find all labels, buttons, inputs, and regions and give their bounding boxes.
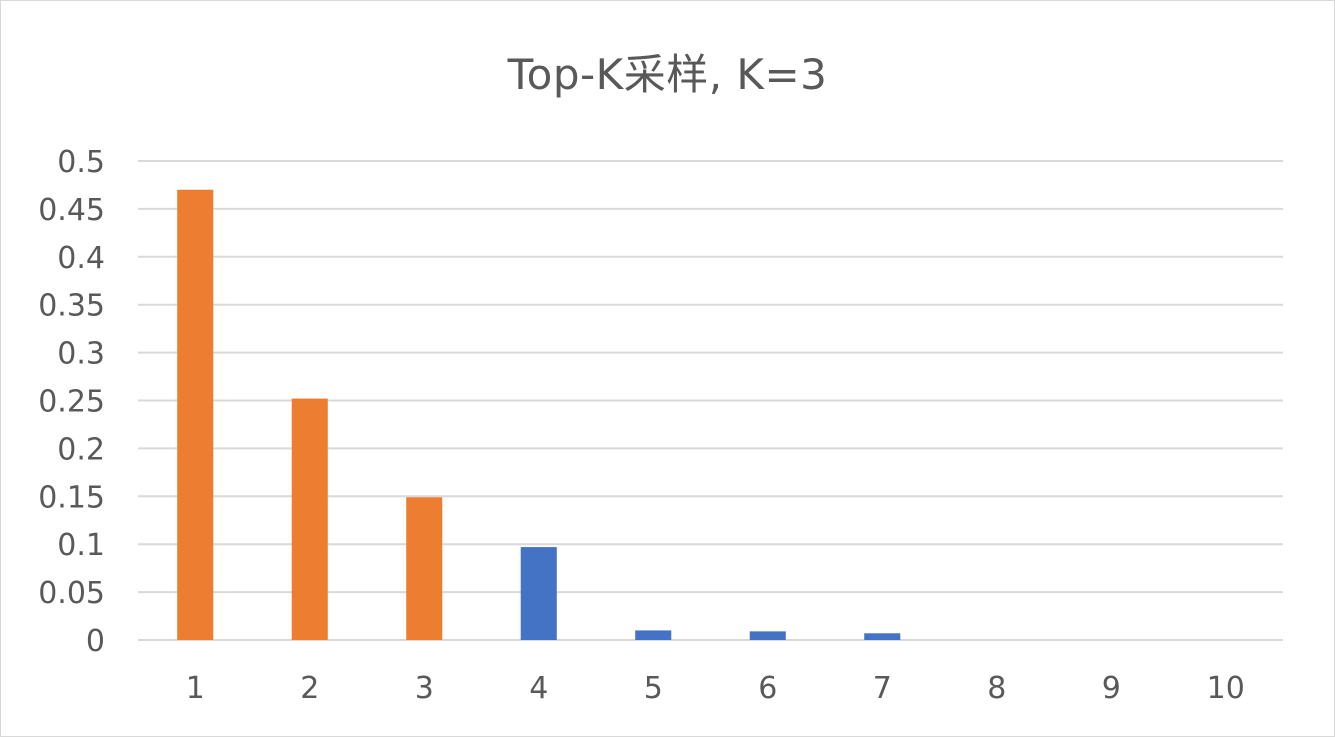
x-tick-label: 9 — [1102, 671, 1121, 706]
bar-5 — [635, 630, 672, 640]
x-tick-label: 1 — [186, 671, 205, 706]
bar-7 — [864, 633, 901, 640]
y-tick-label: 0.25 — [38, 385, 105, 420]
x-tick-label: 5 — [644, 671, 663, 706]
y-axis-tick-labels: 0 0.05 0.1 0.15 0.2 0.25 0.3 0.35 0.4 0.45 0.5 — [38, 145, 105, 659]
bar-3 — [406, 497, 443, 640]
x-tick-label: 4 — [529, 671, 548, 706]
bar-6 — [749, 631, 786, 640]
y-tick-label: 0.45 — [38, 193, 105, 228]
y-tick-label: 0 — [86, 624, 105, 659]
y-tick-label: 0.2 — [57, 432, 105, 467]
x-tick-label: 10 — [1207, 671, 1245, 706]
y-tick-label: 0.5 — [57, 145, 105, 180]
x-axis-tick-labels: 1 2 3 4 5 6 7 8 9 10 — [186, 671, 1245, 706]
x-tick-label: 8 — [987, 671, 1006, 706]
bar-1 — [177, 189, 214, 641]
y-tick-label: 0.3 — [57, 337, 105, 372]
x-tick-label: 6 — [758, 671, 777, 706]
gridlines — [138, 160, 1283, 641]
x-tick-label: 7 — [873, 671, 892, 706]
y-tick-label: 0.15 — [38, 480, 105, 515]
x-tick-label: 3 — [415, 671, 434, 706]
chart-title: Top-K采样, K=3 — [507, 50, 828, 99]
bar-2 — [291, 398, 328, 640]
x-tick-label: 2 — [300, 671, 319, 706]
y-tick-label: 0.1 — [57, 528, 105, 563]
y-tick-label: 0.05 — [38, 576, 105, 611]
bar-4 — [520, 547, 557, 640]
y-tick-label: 0.4 — [57, 241, 105, 276]
y-tick-label: 0.35 — [38, 289, 105, 324]
bars — [177, 189, 901, 641]
